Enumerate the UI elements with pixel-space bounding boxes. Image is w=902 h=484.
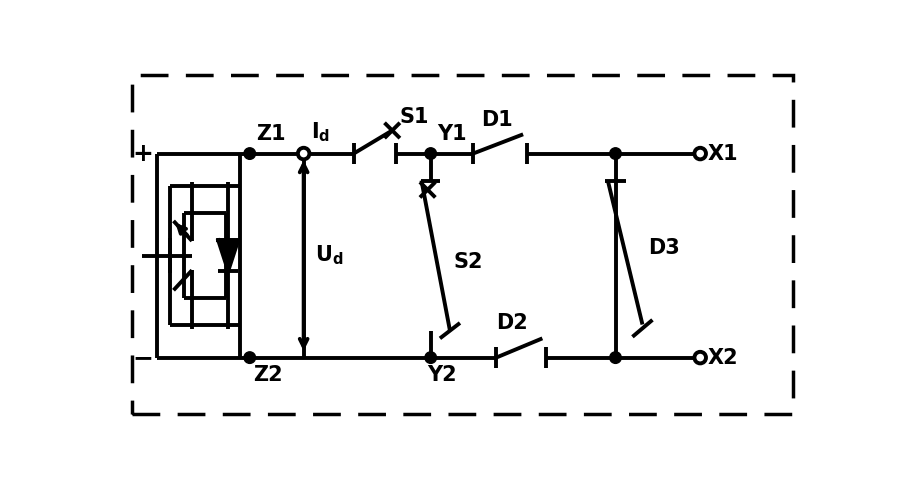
Text: D3: D3 [648,238,679,258]
Polygon shape [218,240,238,271]
Text: $\mathbf{U_d}$: $\mathbf{U_d}$ [315,244,344,267]
Text: D1: D1 [481,110,512,131]
Circle shape [695,352,706,363]
Text: Z2: Z2 [253,365,283,385]
Text: X2: X2 [708,348,739,368]
Text: S2: S2 [454,252,483,272]
Text: Y2: Y2 [427,365,456,385]
Circle shape [244,148,255,159]
Circle shape [695,148,706,159]
Circle shape [244,352,255,363]
Circle shape [298,148,309,159]
Text: X1: X1 [708,144,739,164]
Text: Y1: Y1 [437,123,466,144]
Circle shape [425,352,437,363]
Circle shape [610,148,621,159]
Text: S1: S1 [400,106,429,127]
Circle shape [425,148,437,159]
Text: +: + [133,141,153,166]
Text: Z1: Z1 [256,123,286,144]
Text: −: − [133,346,153,370]
Text: D2: D2 [496,313,528,333]
Text: $\mathbf{I_d}$: $\mathbf{I_d}$ [311,120,330,144]
Circle shape [610,352,621,363]
